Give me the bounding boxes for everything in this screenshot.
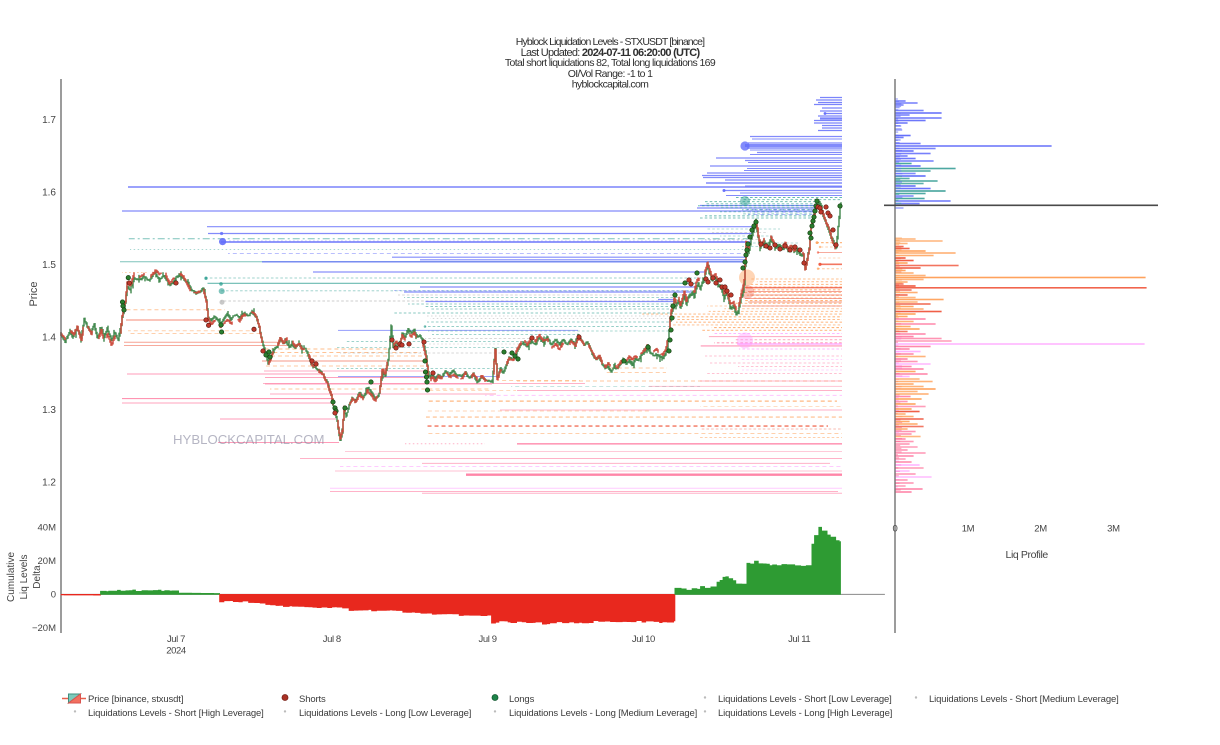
svg-text:1.7: 1.7 [42, 115, 56, 126]
svg-text:Jul 11: Jul 11 [788, 634, 810, 645]
svg-text:Jul 7: Jul 7 [167, 634, 185, 645]
svg-text:HYBLOCKCAPITAL.COM: HYBLOCKCAPITAL.COM [173, 432, 324, 447]
svg-text:2024: 2024 [166, 646, 186, 657]
svg-text:1.2: 1.2 [42, 477, 56, 488]
svg-text:Jul 10: Jul 10 [632, 634, 655, 645]
svg-text:2M: 2M [1034, 524, 1047, 535]
svg-text:1.5: 1.5 [42, 260, 56, 271]
svg-text:3M: 3M [1107, 524, 1120, 535]
svg-text:Liq Levels: Liq Levels [19, 554, 30, 599]
svg-text:Liquidations Levels - Short [H: Liquidations Levels - Short [High Levera… [88, 708, 264, 719]
svg-text:20M: 20M [38, 556, 57, 567]
svg-text:Price: Price [28, 281, 40, 306]
svg-text:Liquidations Levels - Long [Lo: Liquidations Levels - Long [Low Leverage… [299, 708, 471, 719]
svg-text:1.4: 1.4 [42, 332, 56, 343]
svg-text:1M: 1M [962, 524, 975, 535]
svg-text:hyblockcapital.com: hyblockcapital.com [572, 78, 649, 90]
svg-text:0: 0 [893, 524, 898, 535]
svg-text:Liquidations Levels - Long [Me: Liquidations Levels - Long [Medium Lever… [509, 708, 697, 719]
svg-text:Jul 9: Jul 9 [479, 634, 497, 645]
svg-text:Liquidations Levels - Short [M: Liquidations Levels - Short [Medium Leve… [929, 694, 1119, 705]
svg-text:Last Updated: 2024-07-11 06:20: Last Updated: 2024-07-11 06:20:00 (UTC) [521, 47, 701, 59]
svg-text:Liq Profile: Liq Profile [1006, 549, 1049, 561]
svg-text:40M: 40M [38, 522, 57, 533]
svg-text:Total short liquidations 82, T: Total short liquidations 82, Total long … [505, 57, 716, 69]
svg-text:Price [binance, stxusdt]: Price [binance, stxusdt] [88, 694, 183, 705]
svg-text:Delta: Delta [32, 565, 43, 589]
svg-text:Longs: Longs [509, 694, 535, 705]
svg-text:OI/Vol Range: -1 to 1: OI/Vol Range: -1 to 1 [568, 68, 653, 80]
svg-text:1.3: 1.3 [42, 405, 56, 416]
svg-text:Cumulative: Cumulative [6, 552, 17, 602]
svg-text:Shorts: Shorts [299, 694, 326, 705]
svg-text:1.6: 1.6 [42, 187, 56, 198]
svg-text:0: 0 [51, 590, 56, 601]
svg-text:Liquidations Levels - Long [Hi: Liquidations Levels - Long [High Leverag… [718, 708, 892, 719]
svg-text:Jul 8: Jul 8 [323, 634, 341, 645]
svg-text:−20M: −20M [32, 623, 56, 634]
svg-text:Liquidations Levels - Short [L: Liquidations Levels - Short [Low Leverag… [718, 694, 892, 705]
svg-text:Hyblock Liquidation Levels - S: Hyblock Liquidation Levels - STXUSDT [bi… [516, 36, 705, 48]
